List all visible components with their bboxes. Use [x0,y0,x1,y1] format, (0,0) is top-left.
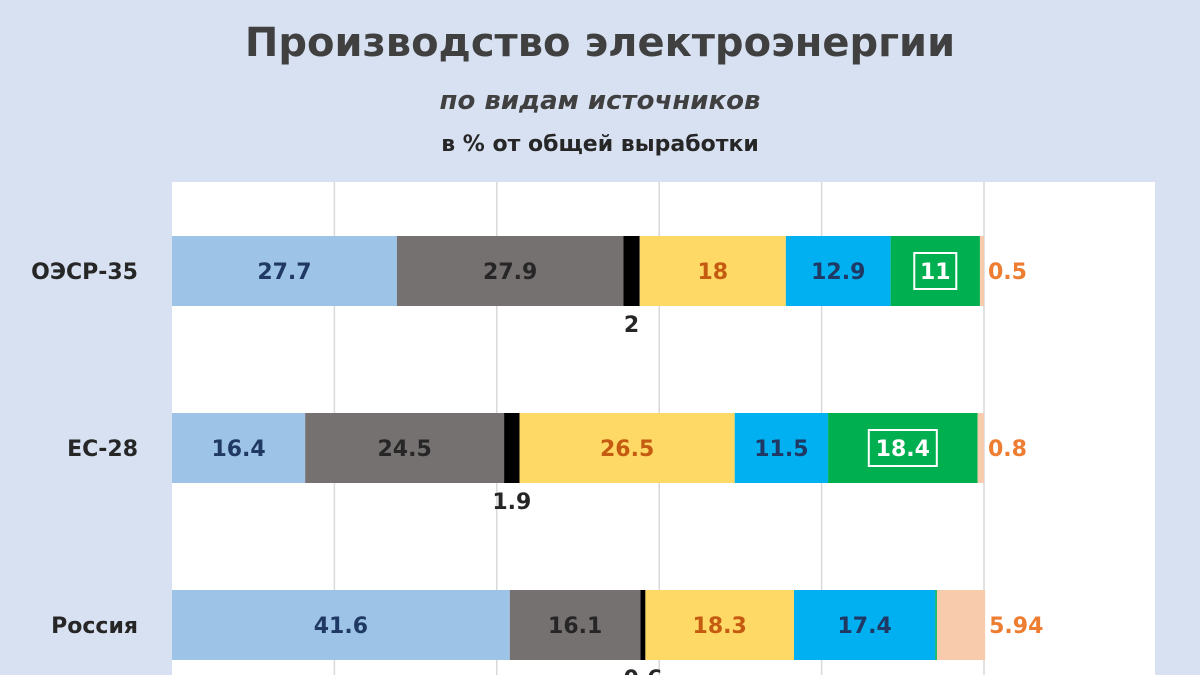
data-label: 26.5 [600,437,654,462]
data-label: 0.6 [623,667,662,675]
bar-segment [519,413,735,483]
data-label: 11.5 [754,437,808,462]
bar-segment [828,413,978,483]
bar-segment [890,236,980,306]
data-label: 0.8 [988,437,1027,462]
data-label-box [867,429,938,467]
data-label: 18.3 [693,614,747,639]
data-label: 12.9 [811,260,865,285]
data-label: 27.9 [483,260,537,285]
category-label: ОЭСР-35 [31,260,138,285]
bar-segment [504,413,520,483]
bar-segment [639,236,786,306]
bar-segment [977,413,984,483]
bar-segment [979,236,984,306]
bar-segment [172,590,510,660]
bar-segment [645,590,794,660]
bar-segment [793,590,936,660]
chart-units-subtitle: в % от общей выработки [441,132,759,157]
bar-segment [785,236,891,306]
chart-subtitle: по видам источников [439,86,761,116]
category-label: ЕС-28 [67,437,138,462]
data-label: 2 [624,313,639,338]
data-label: 27.7 [257,260,311,285]
data-label: 17.4 [837,614,891,639]
bar-segment [935,590,937,660]
bar-segment [172,413,306,483]
chart-title: Производство электроэнергии [244,20,956,66]
data-label: 16.4 [211,437,265,462]
data-label: 41.6 [314,614,368,639]
bar-segment [509,590,641,660]
data-label: 18.4 [876,437,930,462]
bar-segment [936,590,986,660]
data-label: 18 [697,260,728,285]
data-label-box [913,252,958,290]
bar-segment [734,413,829,483]
data-label: 1.9 [492,490,531,515]
bar-segment [172,236,397,306]
data-label: 5.94 [989,614,1043,639]
bar-segment [623,236,640,306]
data-label: 0.5 [988,260,1027,285]
bar-segment [640,590,646,660]
data-label: 16.1 [548,614,602,639]
bar-segment [396,236,624,306]
bar-segment [305,413,505,483]
data-label: 24.5 [377,437,431,462]
data-label: 11 [920,260,951,285]
category-label: Россия [51,614,138,639]
